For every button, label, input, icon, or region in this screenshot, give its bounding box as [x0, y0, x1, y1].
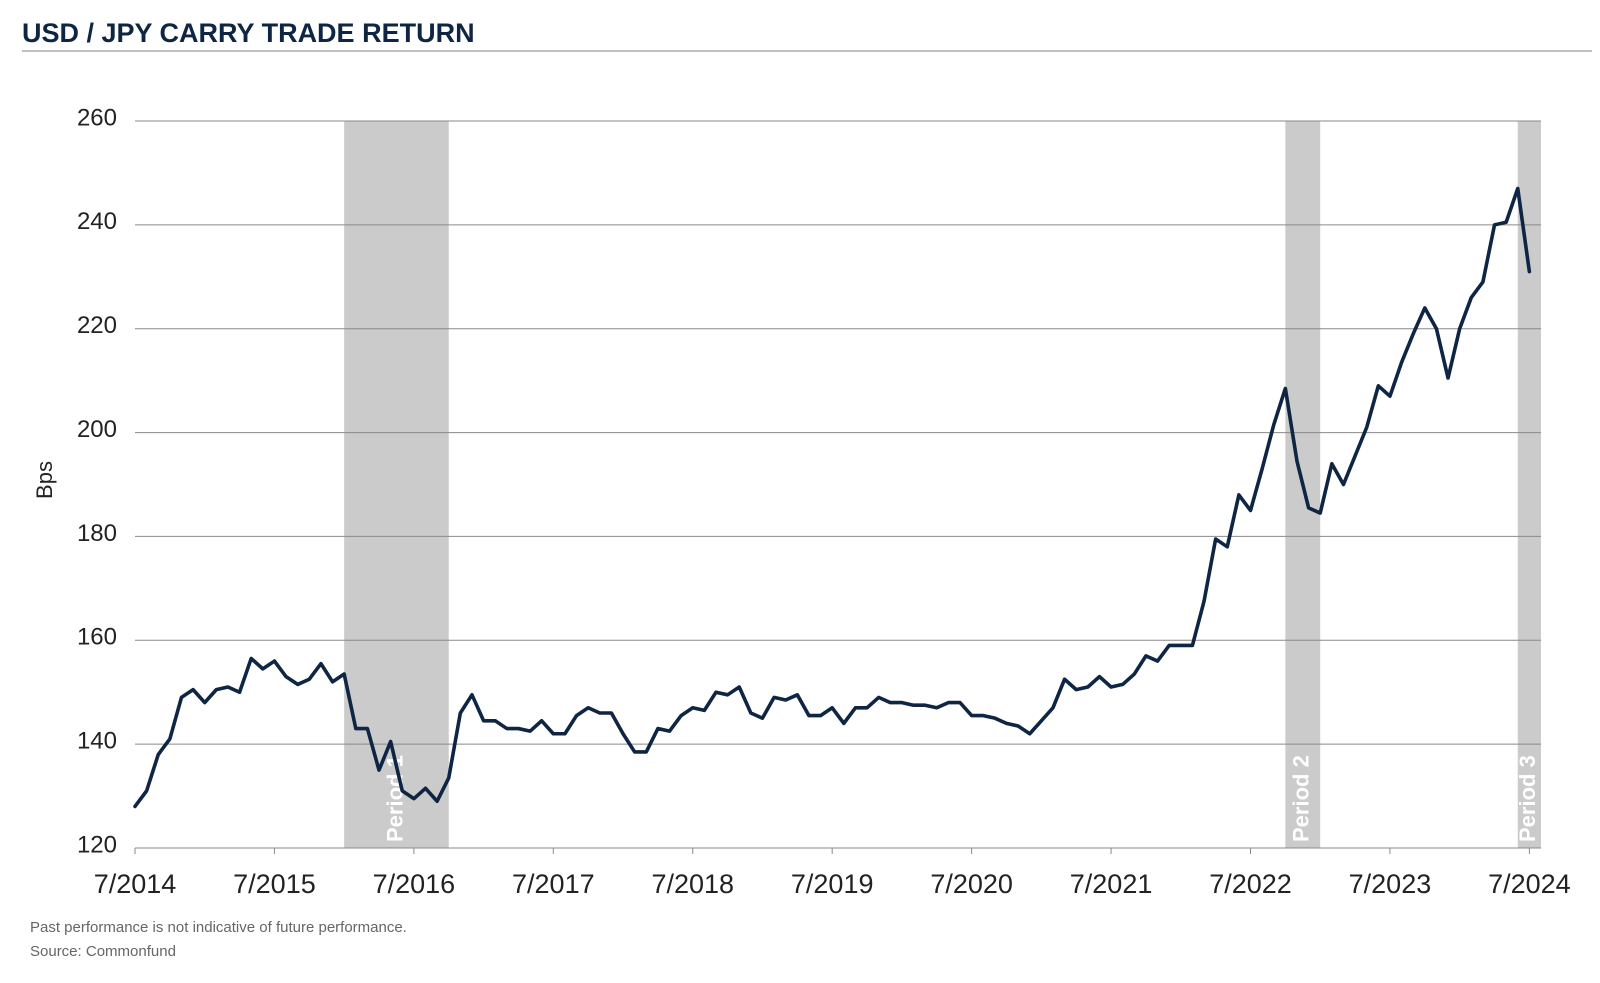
y-tick-label: 180: [77, 520, 117, 547]
y-tick-label: 160: [77, 624, 117, 651]
shaded-period: [344, 121, 449, 848]
y-tick-label: 140: [77, 727, 117, 754]
y-tick-label: 220: [77, 312, 117, 339]
shaded-periods: Period 1 Period 2 Period 3: [344, 121, 1541, 848]
period-label: Period 2: [1289, 755, 1314, 842]
y-tick-label: 200: [77, 416, 117, 443]
period-label: Period 3: [1515, 755, 1540, 842]
x-tick-label: 7/2019: [791, 869, 874, 899]
footnote: Past performance is not indicative of fu…: [30, 919, 407, 936]
x-tick-label: 7/2017: [512, 869, 595, 899]
x-tick-label: 7/2022: [1209, 869, 1292, 899]
chart-title: USD / JPY CARRY TRADE RETURN: [22, 18, 475, 48]
x-tick-label: 7/2018: [651, 869, 734, 899]
x-tick-label: 7/2016: [373, 869, 456, 899]
shaded-period: [1517, 121, 1541, 848]
grid: [135, 120, 1541, 849]
y-axis-label: Bps: [32, 461, 57, 499]
y-tick-label: 260: [77, 104, 117, 131]
data-line: [133, 186, 1532, 809]
y-tick-label: 240: [77, 208, 117, 235]
x-tick-label: 7/2021: [1070, 869, 1153, 899]
x-tick-label: 7/2023: [1349, 869, 1432, 899]
x-tick-label: 7/2024: [1488, 869, 1571, 899]
period-label: Period 1: [382, 755, 407, 842]
x-tick-label: 7/2020: [930, 869, 1013, 899]
footnote: Source: Commonfund: [30, 943, 176, 960]
y-tick-label: 120: [77, 831, 117, 858]
x-tick-label: 7/2014: [94, 869, 177, 899]
x-tick-label: 7/2015: [233, 869, 316, 899]
